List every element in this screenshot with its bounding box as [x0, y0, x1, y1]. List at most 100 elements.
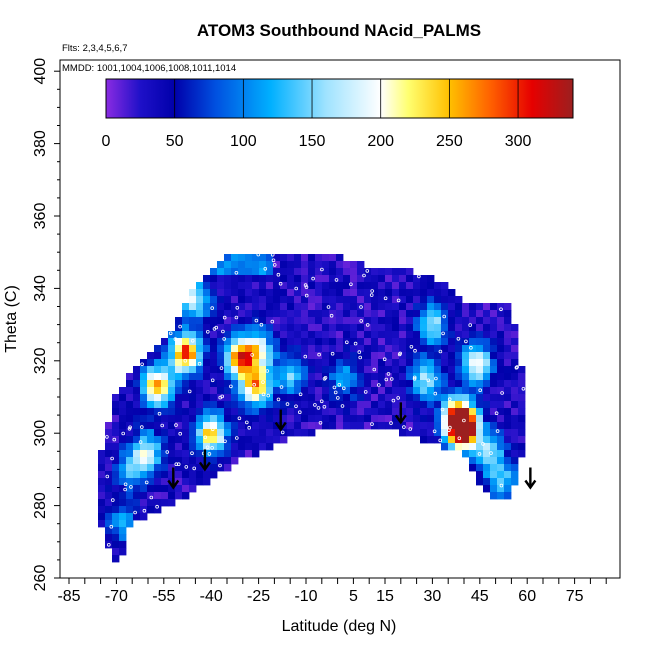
heatmap-cell [357, 282, 365, 290]
heatmap-cell [483, 401, 491, 409]
sample-marker [183, 358, 188, 363]
heatmap-cell [238, 338, 246, 346]
heatmap-cell [364, 317, 372, 325]
sample-marker [271, 258, 276, 263]
heatmap-cell [329, 324, 337, 332]
heatmap-cell [497, 338, 505, 346]
heatmap-cell [329, 289, 337, 297]
heatmap-cell [483, 331, 491, 339]
heatmap-cell [504, 303, 512, 311]
heatmap-cell [455, 338, 463, 346]
heatmap-cell [280, 415, 288, 423]
heatmap-cell [217, 457, 225, 465]
heatmap-cell [476, 345, 484, 353]
sample-marker [441, 418, 446, 422]
heatmap-cell [140, 513, 148, 521]
heatmap-cell [497, 303, 505, 311]
heatmap-cell [259, 289, 267, 297]
heatmap-cell [126, 513, 134, 521]
heatmap-cell [147, 415, 155, 423]
heatmap-cell [140, 359, 148, 367]
heatmap-cell [308, 345, 316, 353]
heatmap-cell [427, 415, 435, 423]
heatmap-cell [259, 317, 267, 325]
heatmap-cell [203, 387, 211, 395]
heatmap-cell [413, 345, 421, 353]
heatmap-cell [217, 464, 225, 472]
heatmap-cell [161, 485, 169, 493]
heatmap-cell [448, 415, 456, 423]
heatmap-cell [441, 331, 449, 339]
heatmap-cell [154, 408, 162, 416]
heatmap-cell [168, 401, 176, 409]
heatmap-cell [287, 254, 295, 262]
heatmap-cell [238, 310, 246, 318]
x-tick-label: -55 [152, 588, 175, 605]
heatmap-cell [210, 457, 218, 465]
heatmap-cell [252, 261, 260, 269]
heatmap-cell [497, 352, 505, 360]
x-tick-label: 45 [471, 588, 489, 605]
heatmap-cell [469, 387, 477, 395]
heatmap-cell [427, 422, 435, 430]
heatmap-cell [357, 289, 365, 297]
heatmap-cell [175, 401, 183, 409]
heatmap-cell [147, 464, 155, 472]
heatmap-cell [126, 401, 134, 409]
heatmap-cell [259, 282, 267, 290]
heatmap-cell [476, 310, 484, 318]
heatmap-cell [126, 506, 134, 514]
sample-marker [174, 462, 179, 467]
sample-marker [372, 367, 377, 372]
sample-marker [330, 351, 335, 356]
heatmap-cell [238, 373, 246, 381]
heatmap-cell [252, 443, 260, 451]
heatmap-cell [203, 422, 211, 430]
heatmap-cell [280, 324, 288, 332]
heatmap-cell [504, 345, 512, 353]
heatmap-cell [448, 408, 456, 416]
heatmap-cell [322, 366, 330, 374]
heatmap-cell [364, 366, 372, 374]
heatmap-cell [308, 296, 316, 304]
x-tick-label: -85 [57, 588, 80, 605]
heatmap-cell [462, 436, 470, 444]
heatmap-cell [294, 261, 302, 269]
sample-marker [107, 542, 111, 547]
heatmap-cell [378, 289, 386, 297]
heatmap-cell [343, 401, 351, 409]
heatmap-cell [469, 422, 477, 430]
heatmap-cell [399, 352, 407, 360]
heatmap-cell [406, 359, 414, 367]
heatmap-cell [161, 401, 169, 409]
heatmap-cell [280, 436, 288, 444]
chart-title: ATOM3 Southbound NAcid_PALMS [197, 21, 481, 40]
heatmap-cell [448, 387, 456, 395]
heatmap-cell [343, 380, 351, 388]
sample-marker [149, 495, 154, 500]
heatmap-cell [406, 317, 414, 325]
heatmap-cell [329, 359, 337, 367]
heatmap-cell [245, 303, 253, 311]
sample-marker [205, 445, 210, 450]
heatmap-cell [448, 331, 456, 339]
heatmap-cell [147, 478, 155, 486]
heatmap-cell [406, 380, 414, 388]
heatmap-cell [420, 394, 428, 402]
heatmap-cell [210, 401, 218, 409]
heatmap-cell [161, 492, 169, 500]
heatmap-cell [413, 415, 421, 423]
heatmap-cell [476, 415, 484, 423]
heatmap-cell [196, 415, 204, 423]
heatmap-cell [427, 352, 435, 360]
heatmap-cell [189, 436, 197, 444]
heatmap-cell [504, 359, 512, 367]
heatmap-cell [497, 485, 505, 493]
heatmap-cell [273, 394, 281, 402]
heatmap-cell [462, 401, 470, 409]
sample-marker [318, 420, 323, 425]
heatmap-cell [238, 394, 246, 402]
heatmap-cell [462, 331, 470, 339]
heatmap-cell [301, 401, 309, 409]
heatmap-cell [420, 429, 428, 437]
